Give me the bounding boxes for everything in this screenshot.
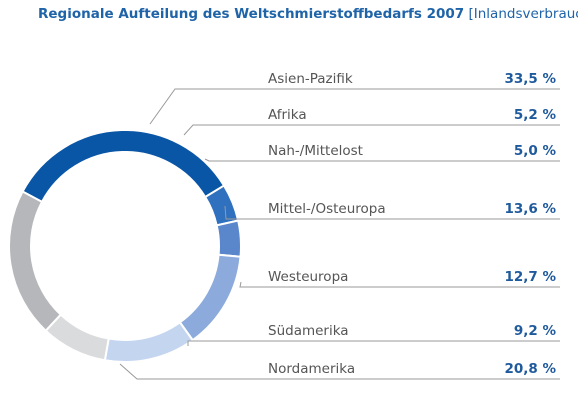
donut-slice-3 [178,253,242,342]
legend-value-4: 12,7 % [504,269,556,285]
chart-title-main: Regionale Aufteilung des Weltschmierstof… [38,6,465,22]
legend-value-2: 5,0 % [514,143,557,159]
legend-label-6: Nordamerika [268,361,355,377]
legend-label-2: Nah-/Mittelost [268,143,363,159]
leader-line-3 [224,205,560,220]
donut-slice-6 [8,190,63,333]
legend-label-0: Asien-Pazifik [268,71,353,87]
chart-subtitle: [Inlandsverbrauch] [468,6,578,22]
leader-line-5 [187,340,560,346]
chart-title: Regionale Aufteilung des Weltschmierstof… [38,6,578,22]
legend-value-6: 20,8 % [504,361,556,377]
legend-label-5: Südamerika [268,323,349,339]
donut-slice-2 [215,219,242,258]
legend-value-3: 13,6 % [504,201,556,217]
legend-label-4: Westeuropa [268,269,348,285]
legend-value-0: 33,5 % [504,71,556,87]
legend-value-5: 9,2 % [514,323,557,339]
legend-value-1: 5,2 % [514,107,557,123]
leader-line-2 [204,158,560,162]
leader-line-4 [239,281,560,288]
donut-slice-4 [103,320,195,363]
donut-slice-0 [21,129,226,204]
leader-line-0 [149,88,560,125]
leader-line-1 [183,124,560,136]
legend-label-1: Afrika [268,107,307,123]
legend-label-3: Mittel-/Osteuropa [268,201,386,217]
leader-line-6 [119,363,560,380]
